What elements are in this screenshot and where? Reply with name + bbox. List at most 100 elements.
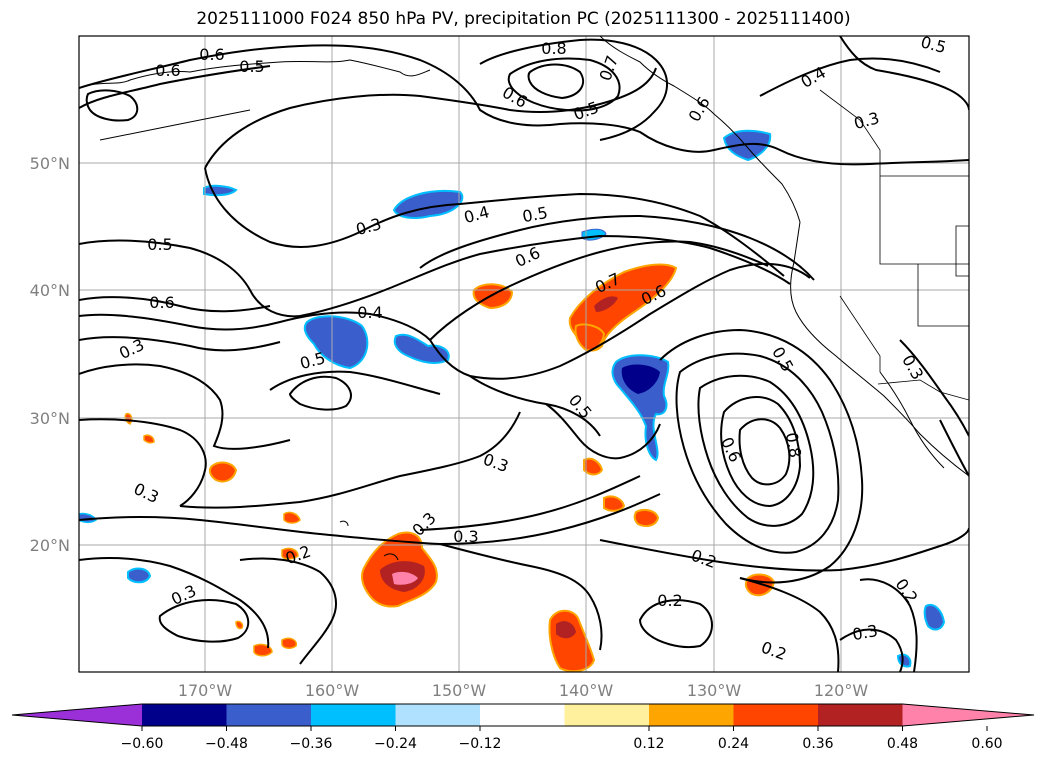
pv-contour-line [158, 599, 250, 643]
pv-contour-line [599, 527, 969, 572]
contour-label: 0.6 [155, 61, 180, 80]
precip-anomaly-positive [208, 461, 238, 483]
contour-label: 0.4 [357, 303, 382, 322]
contour-label: 0.2 [657, 591, 682, 610]
pv-contour-line [419, 475, 641, 531]
lon-tick-label: 150°W [432, 681, 487, 700]
precip-anomaly-positive [633, 509, 660, 527]
contour-label: 0.8 [782, 431, 805, 459]
longitude-axis: 170°W 160°W 150°W 140°W 130°W 120°W [178, 681, 869, 700]
lon-tick-label: 170°W [178, 681, 233, 700]
map-title: 2025111000 F024 850 hPa PV, precipitatio… [196, 9, 851, 29]
colorbar-segment [818, 704, 903, 726]
pv-contour-line [79, 363, 291, 450]
pv-contour-line [79, 557, 270, 649]
coastline-baja [879, 371, 945, 469]
pv-contour-line [79, 311, 431, 341]
pv-contour-line [79, 418, 207, 507]
precip-anomaly-negative [393, 333, 450, 364]
map-panel [79, 36, 969, 672]
pv-contour-line [239, 557, 337, 665]
precip-anomaly-negative-core [621, 364, 660, 394]
precip-anomaly-positive-max [392, 571, 418, 585]
coastline-alaska [79, 59, 431, 89]
colorbar-tick-label: 0.12 [633, 736, 664, 752]
contour-label: 0.6 [199, 45, 224, 64]
border-state-2 [917, 264, 969, 327]
pv-contour-line [839, 628, 904, 672]
pv-contour-line [839, 36, 969, 111]
border-state-4 [955, 225, 969, 277]
pv-contour-line [469, 375, 601, 437]
pv-contours [79, 36, 969, 672]
island-hawaii [383, 553, 399, 561]
pv-contour-line [79, 44, 969, 166]
contour-label: 0.5 [521, 203, 549, 226]
pv-contour-line [759, 57, 941, 97]
pv-contour-line [429, 240, 769, 341]
island-hawaii-2 [339, 520, 349, 527]
colorbar-segment [311, 704, 396, 726]
precip-anomaly-negative [896, 653, 912, 668]
precip-anomaly-positive-core [594, 296, 618, 312]
pv-contour-line [179, 411, 521, 509]
lon-tick-label: 120°W [814, 681, 869, 700]
coastline-alaska-panhandle [599, 36, 801, 223]
lon-tick-label: 160°W [305, 681, 360, 700]
pv-contour-line [638, 599, 713, 648]
pv-contour-line [939, 419, 969, 477]
pv-contour-line [204, 167, 785, 277]
pv-contour-line [527, 63, 585, 100]
colorbar-tick-label: −0.36 [290, 736, 333, 752]
pv-contour-line [269, 370, 441, 395]
pv-contour-line [479, 38, 669, 141]
colorbar-segment [564, 704, 650, 726]
colorbar-segment [480, 704, 565, 726]
colorbar-extend-min [12, 704, 142, 726]
precip-anomaly-negative [722, 129, 772, 162]
precip-anomaly-negative [303, 315, 369, 370]
aleutian-islands [99, 109, 251, 141]
colorbar-segment [142, 704, 227, 726]
pv-contour-line [507, 57, 621, 112]
precip-anomaly-negative [127, 567, 152, 584]
precipitation-shading [79, 129, 946, 672]
contour-label: 0.5 [919, 32, 949, 57]
precip-anomaly-positive [283, 511, 301, 524]
border-state-1 [879, 176, 969, 265]
border-us-mexico [877, 379, 969, 401]
colorbar: −0.60 −0.48 −0.36 −0.24 −0.12 0.12 0.24 0.36 0.4… [11, 703, 1035, 752]
lat-tick-label: 20°N [30, 536, 70, 555]
contour-label: 0.8 [541, 39, 566, 58]
pv-contour-line [439, 543, 603, 651]
pv-contour-line [79, 493, 661, 546]
lat-tick-label: 40°N [30, 281, 70, 300]
precip-anomaly-positive [583, 457, 604, 476]
pv-contour-line [204, 67, 657, 169]
contour-label: 0.5 [147, 235, 172, 254]
precip-anomaly-positive [744, 573, 776, 597]
precip-anomaly-positive [603, 495, 626, 512]
precip-anomaly-positive [143, 434, 155, 444]
colorbar-segment [395, 704, 481, 726]
lon-tick-label: 140°W [559, 681, 614, 700]
precip-anomaly-negative [203, 184, 238, 197]
lat-tick-label: 30°N [30, 409, 70, 428]
pv-contour-line [79, 336, 281, 352]
colorbar-extend-max [902, 704, 1034, 726]
colorbar-tick-label: −0.60 [121, 736, 164, 752]
colorbar-segment [649, 704, 734, 726]
precip-anomaly-positive [281, 637, 298, 649]
contour-label: 0.3 [851, 621, 879, 644]
pv-contour-line [288, 375, 352, 411]
contour-label: 0.6 [149, 293, 174, 312]
colorbar-tick-label: 0.36 [802, 736, 833, 752]
colorbar-segment [733, 704, 819, 726]
colorbar-tick-label: 0.60 [971, 736, 1002, 752]
pv-contour-line [697, 374, 815, 527]
pv-contour-line [79, 296, 271, 313]
pv-contour-line [545, 403, 661, 460]
contour-label: 0.5 [239, 57, 264, 76]
pv-contour-line [79, 65, 271, 109]
